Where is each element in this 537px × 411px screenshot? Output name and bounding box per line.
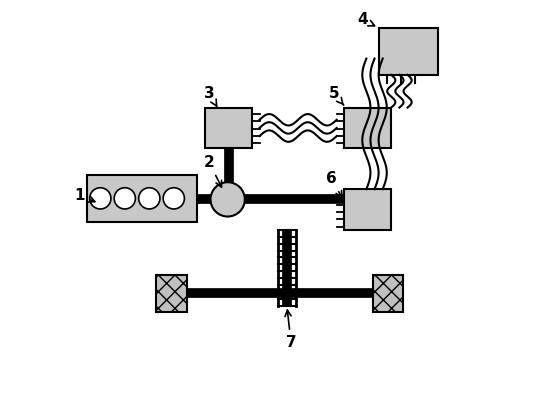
Text: 3: 3 — [204, 86, 217, 106]
Bar — [156, 275, 187, 312]
Text: 6: 6 — [326, 171, 342, 197]
Bar — [87, 175, 197, 222]
Circle shape — [90, 188, 111, 209]
Text: 2: 2 — [204, 155, 222, 187]
Circle shape — [211, 182, 245, 217]
Circle shape — [139, 188, 160, 209]
Circle shape — [114, 188, 135, 209]
Bar — [344, 108, 391, 148]
Text: 1: 1 — [75, 188, 95, 203]
Bar — [344, 189, 391, 230]
Bar — [205, 108, 252, 148]
Circle shape — [163, 188, 184, 209]
Bar — [373, 275, 403, 312]
Text: 5: 5 — [329, 86, 344, 105]
Text: 4: 4 — [357, 12, 375, 27]
Bar — [379, 28, 438, 75]
Text: 7: 7 — [285, 310, 296, 350]
